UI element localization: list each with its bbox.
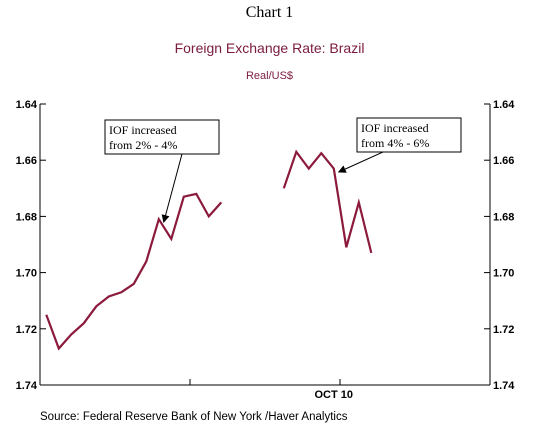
annotation-iof-2-4-text: IOF increased: [109, 123, 177, 137]
y-tick-label-left: 1.72: [16, 324, 37, 336]
y-tick-label-left: 1.74: [16, 380, 38, 392]
y-tick-label-left: 1.70: [16, 268, 37, 280]
y-tick-label-right: 1.66: [493, 155, 514, 167]
y-tick-label-left: 1.66: [16, 155, 37, 167]
y-tick-label-right: 1.68: [493, 211, 514, 223]
annotation-iof-4-6-box: [356, 117, 462, 153]
series-line: [45, 192, 223, 351]
y-tick-label-left: 1.64: [16, 99, 38, 111]
annotation-iof-4-6-text: IOF increased: [361, 121, 429, 135]
annotation-iof-2-4-box: [104, 119, 220, 155]
y-tick-label-right: 1.72: [493, 324, 514, 336]
y-tick-label-right: 1.74: [493, 380, 515, 392]
annotation-iof-2-4-arrow: [161, 153, 183, 223]
chart-title: Foreign Exchange Rate: Brazil: [174, 40, 365, 56]
annotation-iof-4-6-text: from 4% - 6%: [361, 136, 429, 150]
y-tick-label-right: 1.64: [493, 99, 515, 111]
annotation-iof-2-4-text: from 2% - 4%: [109, 138, 177, 152]
source-note: Source: Federal Reserve Bank of New York…: [40, 411, 348, 423]
x-tick-label: OCT 10: [314, 389, 353, 401]
chart-subtitle: Real/US$: [245, 70, 294, 82]
y-tick-label-left: 1.68: [16, 211, 37, 223]
chart-number: Chart 1: [245, 4, 294, 21]
annotation-iof-4-6-arrow: [337, 151, 384, 173]
y-tick-label-right: 1.70: [493, 268, 514, 280]
series-line: [282, 149, 373, 254]
